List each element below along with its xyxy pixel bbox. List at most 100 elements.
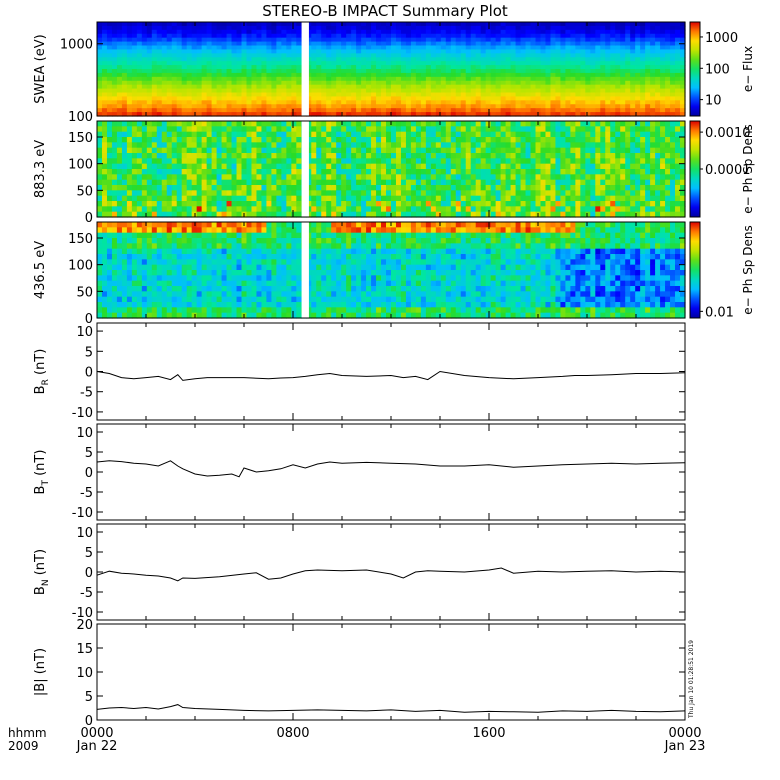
heatmap-cell: [660, 108, 666, 113]
heatmap-cell: [420, 76, 427, 82]
heatmap-cell: [655, 49, 661, 54]
heatmap-cell: [575, 179, 581, 186]
heatmap-cell: [560, 25, 566, 31]
heatmap-cell: [136, 201, 143, 207]
heatmap-cell: [545, 121, 552, 127]
heatmap-cell: [500, 185, 507, 191]
heatmap-cell: [445, 153, 452, 159]
heatmap-cell: [465, 84, 472, 90]
heatmap-cell: [600, 206, 606, 213]
heatmap-cell: [121, 25, 128, 31]
heatmap-cell: [595, 45, 601, 51]
heatmap-cell: [620, 179, 626, 186]
heatmap-cell: [116, 76, 123, 82]
heatmap-cell: [575, 195, 581, 202]
heatmap-cell: [505, 65, 512, 70]
heatmap-cell: [226, 25, 233, 31]
heatmap-cell: [296, 195, 302, 202]
heatmap-cell: [351, 158, 357, 165]
heatmap-cell: [400, 163, 407, 170]
heatmap-cell: [510, 206, 517, 213]
heatmap-cell: [296, 29, 302, 35]
heatmap-cell: [540, 92, 547, 98]
heatmap-cell: [490, 84, 497, 90]
heatmap-cell: [415, 158, 422, 165]
heatmap-cell: [470, 201, 477, 207]
heatmap-cell: [241, 104, 248, 109]
heatmap-cell: [565, 112, 571, 117]
heatmap-cell: [410, 80, 417, 86]
heatmap-cell: [191, 163, 198, 170]
heatmap-cell: [246, 88, 253, 94]
heatmap-cell: [500, 211, 507, 218]
heatmap-cell: [271, 112, 277, 117]
heatmap-cell: [151, 206, 158, 213]
heatmap-cell: [251, 65, 258, 70]
heatmap-cell: [515, 206, 522, 213]
heatmap-cell: [131, 92, 138, 98]
heatmap-cell: [450, 201, 457, 207]
heatmap-cell: [525, 96, 532, 101]
heatmap-cell: [410, 88, 417, 94]
heatmap-cell: [635, 80, 641, 86]
heatmap-cell: [590, 179, 596, 186]
heatmap-cell: [181, 137, 188, 143]
heatmap-cell: [151, 53, 158, 58]
heatmap-cell: [216, 88, 223, 94]
heatmap-cell: [386, 76, 392, 82]
heatmap-cell: [111, 201, 118, 207]
heatmap-cell: [440, 41, 447, 47]
heatmap-cell: [530, 112, 537, 117]
heatmap-cell: [116, 65, 123, 70]
heatmap-cell: [550, 49, 557, 54]
heatmap-cell: [640, 92, 646, 98]
heatmap-cell: [371, 80, 377, 86]
heatmap-cell: [400, 25, 407, 31]
heatmap-cell: [266, 185, 272, 191]
heatmap-cell: [226, 142, 233, 149]
heatmap-cell: [480, 69, 487, 74]
heatmap-cell: [366, 169, 372, 175]
heatmap-cell: [266, 153, 272, 159]
heatmap-cell: [425, 211, 432, 218]
heatmap-cell: [126, 33, 133, 39]
heatmap-cell: [455, 169, 462, 175]
heatmap-cell: [291, 49, 297, 54]
heatmap-cell: [680, 65, 686, 70]
heatmap-cell: [640, 104, 646, 109]
heatmap-cell: [266, 195, 272, 202]
heatmap-cell: [186, 137, 193, 143]
heatmap-cell: [655, 142, 661, 149]
heatmap-cell: [141, 179, 148, 186]
heatmap-cell: [381, 84, 387, 90]
heatmap-cell: [410, 147, 417, 154]
heatmap-cell: [311, 49, 317, 54]
heatmap-cell: [440, 142, 447, 149]
heatmap-cell: [465, 65, 472, 70]
heatmap-cell: [495, 147, 502, 154]
heatmap-cell: [635, 33, 641, 39]
heatmap-cell: [176, 37, 183, 43]
heatmap-cell: [271, 147, 277, 154]
heatmap-cell: [386, 112, 392, 117]
heatmap-cell: [550, 126, 557, 133]
heatmap-cell: [610, 25, 616, 31]
heatmap-cell: [111, 88, 118, 94]
heatmap-cell: [555, 169, 562, 175]
heatmap-cell: [316, 185, 322, 191]
heatmap-cell: [660, 96, 666, 101]
heatmap-cell: [176, 174, 183, 181]
heatmap-cell: [645, 45, 651, 51]
heatmap-cell: [226, 158, 233, 165]
heatmap-cell: [475, 76, 482, 82]
heatmap-cell: [351, 179, 357, 186]
heatmap-cell: [391, 126, 397, 133]
heatmap-cell: [226, 190, 233, 197]
heatmap-cell: [106, 41, 113, 47]
heatmap-cell: [570, 121, 576, 127]
heatmap-cell: [201, 41, 208, 47]
heatmap-cell: [665, 121, 671, 127]
heatmap-cell: [126, 41, 133, 47]
heatmap-cell: [346, 76, 352, 82]
heatmap-cell: [276, 104, 282, 109]
